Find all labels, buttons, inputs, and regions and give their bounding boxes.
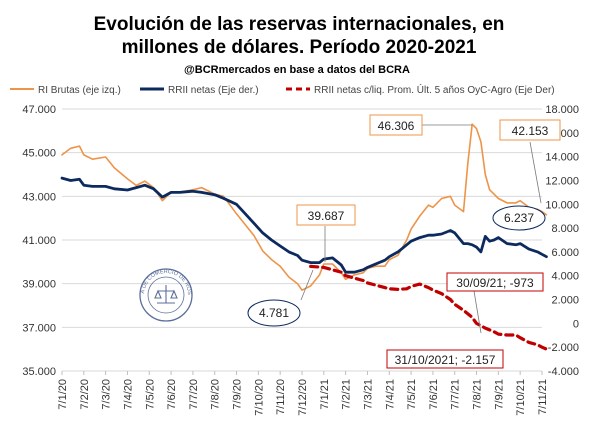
legend-label-brutas: RI Brutas (eje izq.) xyxy=(38,85,121,96)
chart-title-line-1: Evolución de las reservas internacionale… xyxy=(94,14,505,35)
y-axis-right: -4.000 -2.000 0 2.000 4.000 6.000 8.000 10.000 1… xyxy=(545,104,579,378)
annotation-box-39687 xyxy=(296,204,356,226)
y-right-tick-label: 0 xyxy=(573,318,579,330)
y-axis-left: 35.000 37.000 39.000 41.000 43.000 45.000 47.0… xyxy=(22,104,56,378)
x-tick-label: 7/2/21 xyxy=(341,379,353,410)
y-right-tick-label: 12.000 xyxy=(545,175,579,187)
legend-label-proj: RRII netas c/liq. Prom. Últ. 5 años OyC-… xyxy=(314,83,555,96)
x-tick-label: 7/6/21 xyxy=(428,379,440,410)
y-right-tick-label: 14.000 xyxy=(545,152,579,164)
x-tick-label: 7/5/21 xyxy=(406,379,418,410)
y-right-tick-label: 4.000 xyxy=(551,271,579,283)
annotation-box-2157 xyxy=(386,349,504,369)
y-left-tick-label: 45.000 xyxy=(22,148,56,160)
annotation-39687: 39.687 xyxy=(308,209,345,223)
x-tick-label: 7/3/20 xyxy=(101,379,113,410)
y-right-tick-label: -4.000 xyxy=(548,366,579,378)
x-tick-label: 7/9/21 xyxy=(493,379,505,410)
x-tick-label: 7/7/21 xyxy=(450,379,462,410)
x-tick-label: 7/12/20 xyxy=(297,379,309,416)
x-tick-label: 7/10/21 xyxy=(515,379,527,416)
annotation-ellipse-6237 xyxy=(492,205,546,231)
x-tick-label: 7/3/21 xyxy=(362,379,374,410)
annotation-6237: 6.237 xyxy=(504,211,534,225)
chart-subtitle: @BCRmercados en base a datos del BCRA xyxy=(184,64,410,76)
x-tick-label: 7/4/21 xyxy=(384,379,396,410)
annotation-ellipse-4781 xyxy=(247,299,301,327)
annotation-box-46306 xyxy=(369,114,423,136)
bcr-logo-seal: BOLSA DE COMERCIO DE ROSARIO xyxy=(139,268,193,322)
series-rrii-netas-proyeccion xyxy=(309,264,549,351)
y-right-tick-label: 6.000 xyxy=(551,247,579,259)
annotation-42153: 42.153 xyxy=(512,124,549,138)
x-tick-label: 7/8/20 xyxy=(210,379,222,410)
y-left-tick-label: 41.000 xyxy=(22,235,56,247)
x-tick-label: 7/10/20 xyxy=(253,379,265,416)
x-tick-label: 7/1/21 xyxy=(319,379,331,410)
annotation-box-42153 xyxy=(499,119,561,141)
annotation-leader-4781 xyxy=(300,269,314,301)
x-tick-label: 7/1/20 xyxy=(57,379,69,410)
y-left-tick-label: 47.000 xyxy=(22,104,56,116)
chart-title-line-2: millones de dólares. Período 2020-2021 xyxy=(122,37,477,58)
y-right-tick-label: 8.000 xyxy=(551,223,579,235)
x-tick-label: 7/2/20 xyxy=(79,379,91,410)
y-left-tick-label: 37.000 xyxy=(22,322,56,334)
y-left-tick-label: 43.000 xyxy=(22,191,56,203)
legend-label-netas: RRII netas (Eje der.) xyxy=(168,85,259,96)
annotations: 39.687 46.306 42.153 6.237 4.781 30/09/2… xyxy=(247,114,561,369)
chart-legend: RI Brutas (eje izq.) RRII netas (Eje der… xyxy=(10,83,555,96)
annotation-box-973 xyxy=(446,272,544,292)
y-right-tick-label: 2.000 xyxy=(551,295,579,307)
annotation-2157: 31/10/2021; -2.157 xyxy=(395,353,496,367)
x-tick-label: 7/8/21 xyxy=(472,379,484,410)
x-tick-label: 7/9/20 xyxy=(232,379,244,410)
y-right-tick-label: -2.000 xyxy=(548,342,579,354)
annotation-4781: 4.781 xyxy=(259,306,289,320)
annotation-leader-42153 xyxy=(529,141,542,204)
x-tick-label: 7/4/20 xyxy=(122,379,134,410)
x-tick-label: 7/7/20 xyxy=(188,379,200,410)
x-axis: 7/1/20 7/2/20 7/3/20 7/4/20 7/5/20 7/6/20 7/7/… xyxy=(57,371,549,416)
annotation-973: 30/09/21; -973 xyxy=(456,276,534,290)
x-tick-label: 7/11/20 xyxy=(275,379,287,415)
y-left-tick-label: 39.000 xyxy=(22,279,56,291)
x-tick-label: 7/6/20 xyxy=(166,379,178,410)
annotation-46306: 46.306 xyxy=(378,119,415,133)
series-lines xyxy=(60,123,549,351)
series-rrii-netas xyxy=(60,176,548,274)
y-right-tick-label: 10.000 xyxy=(545,199,579,211)
x-tick-label: 7/5/20 xyxy=(144,379,156,410)
y-right-tick-label: 18.000 xyxy=(545,104,579,116)
annotation-leader-973 xyxy=(473,290,482,334)
y-left-tick-label: 35.000 xyxy=(22,366,56,378)
x-tick-label: 7/11/21 xyxy=(537,379,549,415)
